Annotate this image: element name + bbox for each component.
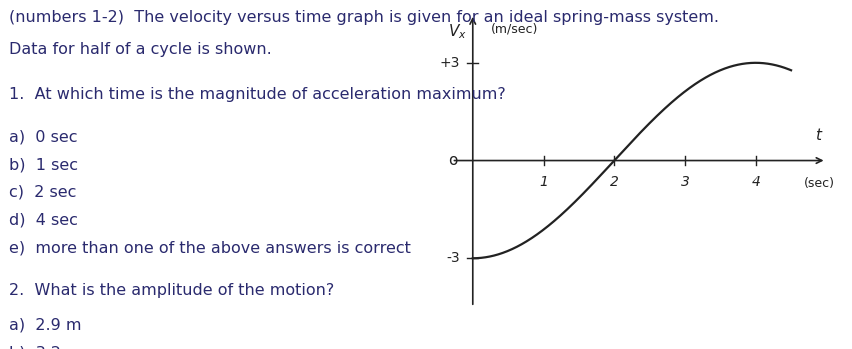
Text: 2: 2	[610, 175, 619, 189]
Text: 1.  At which time is the magnitude of acceleration maximum?: 1. At which time is the magnitude of acc…	[9, 87, 505, 102]
Text: Data for half of a cycle is shown.: Data for half of a cycle is shown.	[9, 42, 271, 57]
Text: 1: 1	[539, 175, 548, 189]
Text: (sec): (sec)	[804, 177, 835, 190]
Text: $V_x$: $V_x$	[448, 22, 467, 41]
Text: 2.  What is the amplitude of the motion?: 2. What is the amplitude of the motion?	[9, 283, 334, 298]
Text: b)  3.2 m: b) 3.2 m	[9, 346, 81, 349]
Text: $t$: $t$	[815, 127, 824, 143]
Text: 3: 3	[681, 175, 689, 189]
Text: -3: -3	[446, 251, 460, 265]
Text: o: o	[448, 153, 458, 168]
Text: a)  0 sec: a) 0 sec	[9, 129, 77, 144]
Text: c)  2 sec: c) 2 sec	[9, 185, 76, 200]
Text: 4: 4	[751, 175, 760, 189]
Text: (m/sec): (m/sec)	[491, 22, 538, 35]
Text: d)  4 sec: d) 4 sec	[9, 213, 78, 228]
Text: b)  1 sec: b) 1 sec	[9, 157, 78, 172]
Text: a)  2.9 m: a) 2.9 m	[9, 318, 81, 333]
Text: +3: +3	[440, 56, 460, 70]
Text: (numbers 1-2)  The velocity versus time graph is given for an ideal spring-mass : (numbers 1-2) The velocity versus time g…	[9, 10, 718, 25]
Text: e)  more than one of the above answers is correct: e) more than one of the above answers is…	[9, 241, 411, 256]
